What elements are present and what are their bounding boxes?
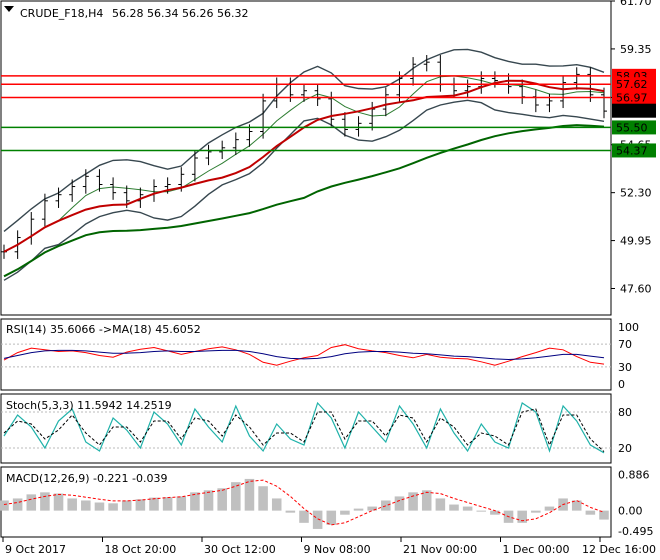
macd-histogram-bar <box>381 500 391 511</box>
price-axis-label: 59.35 <box>620 43 652 56</box>
macd-histogram-bar <box>176 496 187 511</box>
macd-axis-label: 0.886 <box>618 469 650 482</box>
macd-histogram-bar <box>26 494 37 511</box>
macd-signal-line <box>3 479 605 526</box>
time-axis-label: 18 Oct 20:00 <box>105 543 177 556</box>
stochastic-axis-label: 80 <box>618 406 632 419</box>
rsi-ma-line <box>3 349 605 361</box>
macd-histogram-bar <box>312 510 323 529</box>
stochastic-pane[interactable]: Stoch(5,3,3) 11.5942 14.2519 80 20 <box>0 393 632 464</box>
macd-histogram-bar <box>94 502 105 511</box>
macd-histogram-bar <box>285 510 296 513</box>
support-level-label: 55.50 <box>616 121 648 134</box>
moving-average-green-line <box>3 124 605 278</box>
time-axis-label: 1 Dec 00:00 <box>503 543 570 556</box>
resistance-level-label: 56.97 <box>616 91 648 104</box>
macd-histogram-bar <box>121 500 132 511</box>
macd-histogram-bar <box>203 490 214 511</box>
macd-histogram-bar <box>394 496 405 511</box>
macd-title: MACD(12,26,9) -0.221 -0.039 <box>6 472 167 485</box>
current-price-label-bg <box>612 103 656 118</box>
price-axis-label: 52.30 <box>620 187 652 200</box>
ohlc-readout: 56.28 56.34 56.26 56.32 <box>112 7 248 20</box>
macd-histogram-bar <box>449 504 459 511</box>
stochastic-title: Stoch(5,3,3) 11.5942 14.2519 <box>6 399 172 412</box>
time-axis-label: 9 Oct 2017 <box>5 543 66 556</box>
macd-histogram-bar <box>353 508 364 511</box>
current-price-label: 56.32 <box>616 105 648 118</box>
bollinger-lower-line <box>3 99 605 281</box>
macd-histogram-bar <box>435 498 446 511</box>
time-axis-label: 9 Nov 08:00 <box>304 543 371 556</box>
macd-histogram-bar <box>408 492 418 511</box>
rsi-axis-label: 70 <box>618 338 632 351</box>
macd-histogram-bar <box>531 510 541 513</box>
support-level-label: 54.37 <box>616 144 648 157</box>
macd-histogram-bar <box>67 498 77 511</box>
support-level-label-bg <box>612 143 656 158</box>
macd-histogram-bar <box>149 497 159 511</box>
macd-histogram-bar <box>53 493 64 511</box>
macd-histogram-bar <box>599 510 609 520</box>
macd-histogram-bar <box>271 498 282 511</box>
macd-histogram-bar <box>476 510 487 512</box>
time-axis-label: 21 Nov 00:00 <box>403 543 477 556</box>
time-axis-label: 12 Dec 16:00 <box>582 543 656 556</box>
bollinger-upper-line <box>3 48 605 232</box>
stochastic-pane-border <box>0 393 612 464</box>
macd-histogram-bar <box>40 492 50 511</box>
macd-pane[interactable]: MACD(12,26,9) -0.221 -0.039 0.886 0.00 -0.… <box>0 466 653 538</box>
support-level-label-bg <box>612 120 656 135</box>
resistance-level-label-bg <box>612 77 656 92</box>
macd-histogram-bar <box>326 510 337 525</box>
price-axis-label: 61.70 <box>620 0 652 8</box>
macd-histogram-bar <box>544 506 555 511</box>
macd-histogram-bar <box>108 503 118 511</box>
macd-histogram-bar <box>258 486 268 511</box>
resistance-level-label-bg <box>612 90 656 105</box>
stochastic-main-line <box>3 401 605 454</box>
macd-histogram-bar <box>231 482 241 511</box>
time-axis: 9 Oct 2017 18 Oct 20:00 30 Oct 12:00 9 Nov … <box>2 537 656 556</box>
macd-histogram-bar <box>490 510 500 515</box>
price-pane[interactable]: CRUDE_F18,H4 56.28 56.34 56.26 56.32 61.… <box>0 0 656 316</box>
resistance-level-label: 57.62 <box>616 78 648 91</box>
macd-histogram-bar <box>340 510 350 515</box>
macd-histogram-bar <box>462 506 473 511</box>
macd-axis-label: -0.495 <box>618 525 653 538</box>
macd-histogram-bar <box>421 490 432 511</box>
macd-histogram-bar <box>162 497 173 511</box>
price-axis-label: 47.60 <box>620 282 652 295</box>
price-axis-label: 49.95 <box>620 235 652 248</box>
symbol-label: CRUDE_F18,H4 <box>20 7 103 20</box>
rsi-axis-label: 0 <box>618 378 625 391</box>
rsi-pane[interactable]: RSI(14) 35.6066 ->MA(18) 45.6052 100 70 30… <box>0 318 639 391</box>
macd-histogram-bar <box>517 510 527 523</box>
macd-histogram-bar <box>244 478 255 511</box>
macd-histogram-bar <box>585 510 596 515</box>
rsi-axis-label: 30 <box>618 361 632 374</box>
macd-histogram-bar <box>367 506 377 511</box>
price-pane-border <box>0 0 612 316</box>
time-axis-label: 30 Oct 12:00 <box>204 543 276 556</box>
macd-histogram-bar <box>571 500 582 511</box>
macd-histogram-bar <box>0 500 9 511</box>
rsi-pane-border <box>0 318 612 391</box>
rsi-title: RSI(14) 35.6066 ->MA(18) 45.6052 <box>6 323 201 336</box>
macd-histogram-bar <box>217 488 227 511</box>
stochastic-axis-label: 20 <box>618 442 632 455</box>
macd-axis-label: 0.00 <box>618 505 643 518</box>
symbol-dropdown-icon[interactable] <box>4 6 14 12</box>
stochastic-signal-line <box>3 408 605 452</box>
rsi-axis-label: 100 <box>618 321 639 334</box>
macd-histogram-bar <box>81 500 91 511</box>
rsi-line <box>3 344 605 366</box>
macd-histogram-bar <box>12 498 23 511</box>
macd-histogram-bar <box>135 499 146 511</box>
macd-histogram-bar <box>299 510 309 523</box>
macd-histogram-bar <box>190 492 200 511</box>
